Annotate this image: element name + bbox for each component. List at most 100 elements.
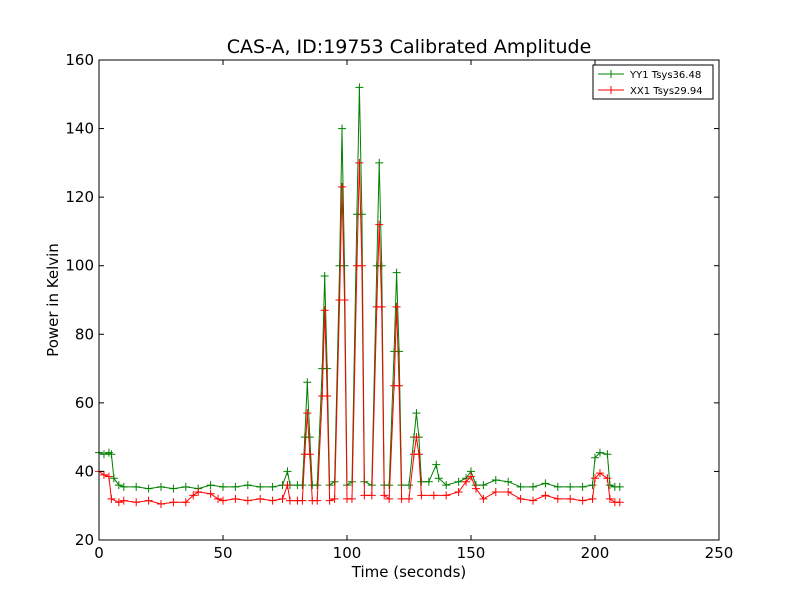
series-0-point-16 <box>243 481 252 490</box>
series-1-point-77 <box>603 474 612 483</box>
series-0-point-20 <box>283 467 292 476</box>
series-0-point-55 <box>412 409 421 418</box>
series-1-point-73 <box>578 496 587 505</box>
series-1-point-34 <box>330 494 339 503</box>
series-1-point-66 <box>491 488 500 496</box>
series-0-point-13 <box>206 481 215 490</box>
series-1-point-21 <box>283 481 292 490</box>
legend-label-xx1: XX1 Tsys29.94 <box>630 86 703 97</box>
y-tick-label: 60 <box>75 394 94 412</box>
series-0-point-28 <box>313 481 322 490</box>
series-0-point-48 <box>385 481 394 490</box>
series-0-point-6 <box>119 482 128 491</box>
series-0-point-75 <box>588 481 597 490</box>
series-0-point-11 <box>181 482 190 491</box>
series-1-point-58 <box>417 491 426 500</box>
series-1-point-11 <box>189 491 198 500</box>
series-0-point-14 <box>219 482 227 491</box>
series-1-point-70 <box>541 491 550 500</box>
series-0-point-51 <box>395 347 404 356</box>
y-tick-label: 140 <box>65 120 94 138</box>
series-1-point-19 <box>268 496 277 505</box>
series-1-point-16 <box>231 494 240 503</box>
series-1-point-36 <box>338 182 347 191</box>
series-1-point-47 <box>377 302 386 311</box>
series-0-point-60 <box>434 474 443 483</box>
series-0-point-8 <box>144 484 153 493</box>
series-1-point-8 <box>157 500 165 508</box>
series-1-point-39 <box>347 494 356 503</box>
series-1-point-24 <box>298 496 307 505</box>
series-1-point-33 <box>325 496 334 505</box>
series-0-point-53 <box>405 481 413 490</box>
series-1-point-53 <box>397 494 406 503</box>
series-1-point-62 <box>462 477 471 486</box>
series-1-point-7 <box>144 496 153 505</box>
series-1-point-15 <box>219 496 227 505</box>
series-0-point-46 <box>377 261 386 270</box>
series-0-point-4 <box>109 474 118 483</box>
series-0-point-77 <box>595 448 604 457</box>
x-axis-title: Time (seconds) <box>351 563 467 581</box>
data-layer <box>95 83 624 508</box>
series-0-point-72 <box>553 482 562 491</box>
series-0-point-26 <box>305 433 314 442</box>
series-1-point-78 <box>605 494 614 503</box>
y-tick-label: 100 <box>65 257 94 275</box>
legend-box <box>592 64 714 100</box>
series-1-point-29 <box>313 496 322 505</box>
series-1-point-20 <box>278 494 287 503</box>
series-1-point-42 <box>357 261 366 270</box>
series-0-point-35 <box>338 124 347 133</box>
series-1-point-14 <box>214 494 223 503</box>
series-0-point-79 <box>605 481 614 490</box>
x-tick-label: 50 <box>213 544 232 562</box>
x-tick-label: 0 <box>94 544 104 562</box>
series-0-point-76 <box>591 453 599 462</box>
series-1-point-22 <box>285 496 294 505</box>
series-1-point-2 <box>104 472 113 481</box>
series-1-point-46 <box>375 220 384 229</box>
legend-marker-xx1 <box>607 86 615 94</box>
series-0-point-5 <box>114 481 123 490</box>
series-line-0 <box>98 87 620 490</box>
series-1-point-52 <box>395 381 404 390</box>
series-1-point-49 <box>385 494 394 503</box>
series-1-point-67 <box>504 488 513 496</box>
series-0-point-74 <box>578 482 587 491</box>
series-0-point-57 <box>417 477 426 486</box>
series-0-point-68 <box>504 477 513 486</box>
series-1-point-3 <box>107 494 116 503</box>
series-0-point-7 <box>132 482 141 491</box>
series-0-point-73 <box>566 482 575 491</box>
series-0-point-15 <box>231 482 240 491</box>
series-1-point-41 <box>355 158 364 167</box>
series-0-point-30 <box>320 272 329 280</box>
series-1-point-1 <box>99 470 108 479</box>
series-1-point-68 <box>516 494 525 503</box>
series-0-point-69 <box>516 482 525 491</box>
series-1-point-10 <box>181 498 190 507</box>
series-1-point-60 <box>442 491 451 500</box>
series-1-point-56 <box>412 433 421 442</box>
series-1-point-57 <box>414 450 423 459</box>
series-1-point-13 <box>206 489 215 498</box>
legend-marker-yy1 <box>607 70 615 78</box>
series-0-point-25 <box>303 378 312 387</box>
series-0-point-36 <box>340 261 349 270</box>
legend: YY1 Tsys36.48 XX1 Tsys29.94 <box>592 64 714 100</box>
series-0-point-18 <box>268 482 277 491</box>
series-0-point-50 <box>392 268 401 277</box>
y-tick-label: 40 <box>75 462 94 480</box>
series-1-point-63 <box>467 472 475 481</box>
series-1-point-48 <box>380 491 389 500</box>
series-1-point-9 <box>169 498 178 507</box>
series-1-point-54 <box>405 494 413 503</box>
series-0-point-9 <box>157 482 165 491</box>
series-0-point-40 <box>355 83 364 92</box>
y-tick-label: 20 <box>75 531 94 549</box>
series-0-point-59 <box>432 460 441 469</box>
series-0-point-3 <box>107 450 116 459</box>
y-axis-title: Power in Kelvin <box>44 243 62 357</box>
